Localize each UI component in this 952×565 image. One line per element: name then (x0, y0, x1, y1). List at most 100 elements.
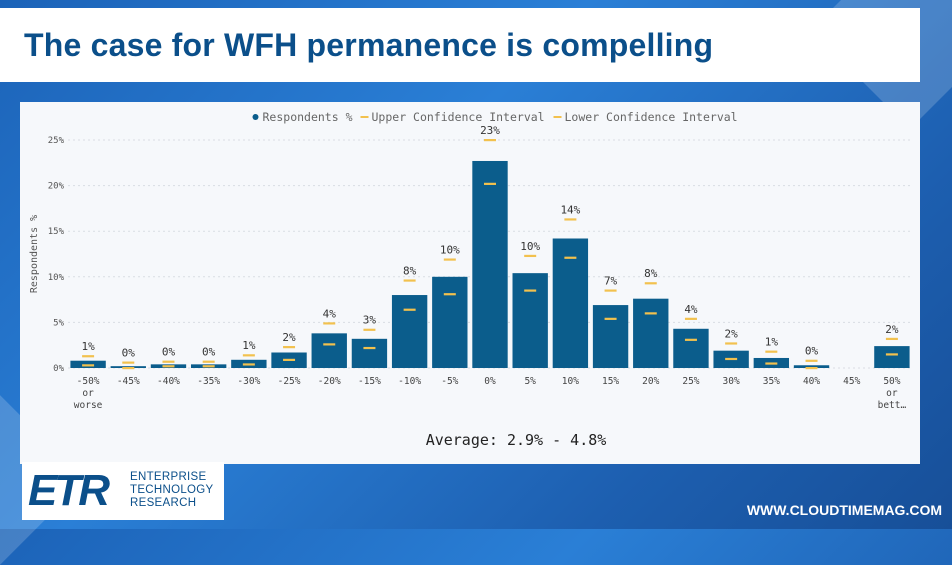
bar (633, 298, 669, 368)
logo-line: TECHNOLOGY (130, 484, 214, 496)
bar (552, 238, 589, 368)
bar-value-label: 2% (282, 331, 296, 344)
x-tick-label: -25% (278, 376, 301, 387)
x-tick-label: 15% (602, 376, 619, 387)
x-tick-label: 5% (524, 376, 536, 387)
bar-value-label: 3% (363, 314, 377, 327)
lower-ci-marker (283, 358, 296, 361)
x-tick-label: bett… (878, 400, 907, 411)
lower-ci-marker (242, 363, 255, 366)
bar-value-label: 1% (765, 336, 779, 349)
upper-ci-marker (604, 289, 617, 292)
lower-ci-marker (765, 362, 778, 365)
lower-ci-marker (564, 256, 577, 259)
lower-ci-marker (604, 317, 617, 320)
etr-logo: ETR ENTERPRISE TECHNOLOGY RESEARCH (22, 462, 224, 520)
bar-value-label: 14% (560, 203, 580, 216)
chart-panel: 0% 5% 10% 15% 20% 25% Respondents % Respondents… (20, 102, 920, 464)
upper-ci-marker (283, 346, 296, 349)
upper-ci-marker (484, 139, 496, 142)
lower-ci-marker (644, 312, 657, 315)
x-tick-label: 20% (642, 376, 659, 387)
bar-value-label: 0% (805, 345, 819, 358)
lower-ci-marker (323, 343, 336, 346)
lower-ci-marker (443, 293, 456, 296)
bar-value-label: 0% (162, 346, 176, 359)
legend-label: Respondents % (263, 110, 353, 124)
y-tick-label: 10% (48, 273, 65, 283)
lower-ci-marker (725, 357, 738, 361)
title-bar: The case for WFH permanence is compellin… (0, 8, 920, 82)
site-url: WWW.CLOUDTIMEMAG.COM (746, 502, 942, 518)
x-tick-label: -45% (117, 376, 140, 387)
y-tick-label: 0% (53, 364, 64, 374)
x-tick-label: 0% (484, 376, 496, 387)
bar-value-label: 2% (725, 327, 739, 340)
bar (874, 346, 910, 368)
lower-ci-marker (403, 308, 416, 311)
bar (673, 328, 709, 368)
x-tick-label: or (82, 388, 94, 399)
x-tick-label: 50% (883, 376, 900, 387)
lower-ci-marker (162, 365, 175, 368)
x-tick-label: or (886, 388, 898, 399)
bar-value-label: 10% (520, 240, 540, 253)
bar (472, 160, 508, 368)
x-tick-label: 35% (763, 376, 780, 387)
bar (391, 295, 428, 368)
upper-ci-marker (403, 279, 416, 282)
bar-value-label: 10% (440, 243, 460, 256)
bar-value-label: 4% (323, 307, 337, 320)
legend-marker-confidence (553, 116, 562, 118)
logo-text: ENTERPRISE TECHNOLOGY RESEARCH (130, 471, 214, 510)
bar-value-label: 8% (403, 264, 417, 277)
x-tick-label: 25% (682, 376, 699, 387)
upper-ci-marker (242, 354, 255, 357)
legend-label: Lower Confidence Interval (565, 110, 738, 124)
legend-marker-confidence (360, 116, 369, 118)
bar-value-label: 4% (684, 303, 698, 316)
lower-ci-marker (82, 364, 95, 367)
x-tick-label: -10% (398, 376, 421, 387)
bar-value-label: 23% (480, 124, 500, 137)
bar (793, 365, 830, 368)
upper-ci-marker (323, 322, 336, 325)
upper-ci-marker (644, 282, 657, 285)
legend-label: Upper Confidence Interval (372, 110, 545, 124)
y-tick-label: 25% (48, 136, 65, 146)
x-tick-label: 30% (723, 376, 740, 387)
upper-ci-marker (363, 328, 376, 331)
legend-marker-respondents (252, 114, 259, 120)
lower-ci-marker (524, 289, 537, 292)
upper-ci-marker (202, 360, 215, 363)
bar-value-label: 2% (885, 323, 899, 336)
lower-ci-marker (684, 338, 697, 341)
logo-line: ENTERPRISE (130, 471, 207, 483)
bar-value-label: 0% (122, 347, 136, 360)
upper-ci-marker (564, 218, 577, 221)
x-tick-label: -20% (318, 376, 341, 387)
logo-line: RESEARCH (130, 497, 197, 509)
upper-ci-marker (885, 337, 898, 341)
lower-ci-marker (202, 365, 215, 368)
bar-value-label: 0% (202, 346, 216, 359)
lower-ci-marker (363, 346, 376, 350)
x-tick-label: -40% (157, 376, 180, 387)
x-tick-label: -30% (237, 376, 260, 387)
x-tick-label: 10% (562, 376, 579, 387)
x-tick-label: -35% (197, 376, 220, 387)
bar-value-label: 8% (644, 267, 658, 280)
y-tick-label: 15% (48, 227, 65, 237)
bar (512, 273, 548, 368)
page-title: The case for WFH permanence is compellin… (24, 26, 714, 63)
upper-ci-marker (82, 355, 95, 358)
lower-ci-marker (805, 367, 818, 370)
upper-ci-marker (805, 359, 818, 362)
x-tick-label: -5% (441, 376, 458, 387)
x-tick-label: -50% (77, 376, 100, 387)
average-annotation: Average: 2.9% - 4.8% (426, 431, 607, 449)
upper-ci-marker (684, 317, 697, 320)
bar (592, 305, 629, 368)
bar-value-label: 1% (81, 340, 95, 353)
upper-ci-marker (725, 342, 738, 345)
